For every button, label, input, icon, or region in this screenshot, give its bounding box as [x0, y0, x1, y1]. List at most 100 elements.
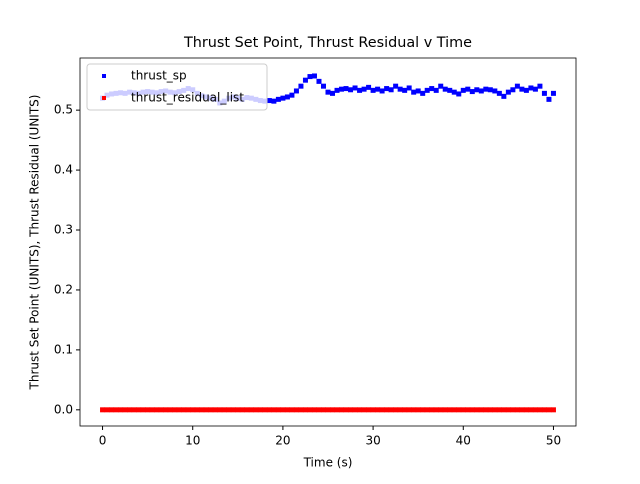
scatter-point — [190, 407, 196, 413]
x-tick-label: 10 — [185, 434, 200, 448]
scatter-point — [293, 88, 299, 94]
scatter-point — [505, 407, 511, 413]
scatter-point — [311, 73, 317, 79]
scatter-point — [379, 88, 385, 94]
scatter-point — [244, 407, 250, 413]
scatter-point — [145, 407, 151, 413]
scatter-point — [325, 407, 331, 413]
scatter-point — [311, 407, 317, 413]
scatter-point — [302, 407, 308, 413]
y-tick-label: 0.1 — [54, 342, 73, 356]
scatter-point — [172, 407, 178, 413]
scatter-point — [510, 407, 516, 413]
scatter-point — [348, 87, 354, 93]
scatter-point — [181, 407, 187, 413]
scatter-point — [118, 407, 124, 413]
scatter-point — [339, 407, 345, 413]
scatter-point — [411, 89, 417, 95]
scatter-point — [541, 90, 547, 96]
legend-marker — [102, 74, 106, 78]
scatter-point — [257, 407, 263, 413]
scatter-point — [438, 83, 444, 89]
y-tick-label: 0.2 — [54, 282, 73, 296]
scatter-point — [122, 407, 128, 413]
scatter-point — [379, 407, 385, 413]
scatter-point — [266, 98, 272, 104]
scatter-point — [339, 86, 345, 92]
scatter-point — [302, 77, 308, 83]
scatter-point — [456, 407, 462, 413]
scatter-point — [442, 407, 448, 413]
scatter-point — [271, 407, 277, 413]
scatter-point — [532, 86, 538, 92]
scatter-point — [388, 87, 394, 93]
scatter-point — [320, 83, 326, 89]
y-tick-label: 0.3 — [54, 223, 73, 237]
scatter-point — [253, 407, 259, 413]
scatter-point — [424, 87, 430, 93]
scatter-point — [501, 407, 507, 413]
scatter-point — [478, 88, 484, 94]
scatter-point — [429, 86, 435, 92]
scatter-point — [131, 407, 137, 413]
plot-frame — [79, 57, 577, 427]
scatter-point — [528, 407, 534, 413]
scatter-point — [280, 95, 286, 101]
scatter-point — [293, 407, 299, 413]
scatter-point — [469, 407, 475, 413]
scatter-point — [519, 407, 525, 413]
scatter-point — [375, 86, 381, 92]
x-tick-label: 40 — [456, 434, 471, 448]
scatter-point — [217, 407, 223, 413]
scatter-point — [546, 96, 552, 102]
legend-marker — [102, 96, 106, 100]
scatter-point — [199, 407, 205, 413]
scatter-point — [406, 85, 412, 91]
scatter-point — [325, 89, 331, 95]
scatter-point — [104, 407, 110, 413]
scatter-point — [248, 407, 254, 413]
scatter-point — [496, 407, 502, 413]
scatter-point — [343, 86, 349, 92]
scatter-point — [469, 89, 475, 95]
scatter-point — [280, 407, 286, 413]
scatter-point — [320, 407, 326, 413]
scatter-point — [501, 93, 507, 99]
scatter-point — [460, 87, 466, 93]
scatter-point — [330, 407, 336, 413]
scatter-point — [384, 407, 390, 413]
scatter-point — [406, 407, 412, 413]
scatter-point — [262, 407, 268, 413]
scatter-point — [483, 86, 489, 92]
scatter-point — [352, 85, 358, 91]
scatter-point — [465, 86, 471, 92]
scatter-point — [424, 407, 430, 413]
scatter-point — [275, 407, 281, 413]
scatter-point — [149, 407, 155, 413]
scatter-point — [411, 407, 417, 413]
scatter-point — [523, 87, 529, 93]
scatter-point — [284, 407, 290, 413]
scatter-point — [429, 407, 435, 413]
scatter-point — [519, 86, 525, 92]
scatter-point — [532, 407, 538, 413]
scatter-point — [442, 86, 448, 92]
scatter-point — [537, 83, 543, 89]
scatter-point — [393, 83, 399, 89]
scatter-point — [289, 92, 295, 98]
scatter-point — [185, 407, 191, 413]
scatter-point — [478, 407, 484, 413]
scatter-point — [487, 87, 493, 93]
scatter-point — [433, 87, 439, 93]
scatter-point — [510, 87, 516, 93]
scatter-point — [230, 407, 236, 413]
scatter-point — [266, 407, 272, 413]
scatter-point — [433, 407, 439, 413]
scatter-point — [451, 89, 457, 95]
x-tick-label: 20 — [275, 434, 290, 448]
scatter-point — [271, 98, 277, 104]
scatter-point — [550, 90, 556, 96]
scatter-point — [127, 407, 133, 413]
scatter-point — [384, 86, 390, 92]
scatter-point — [420, 407, 426, 413]
